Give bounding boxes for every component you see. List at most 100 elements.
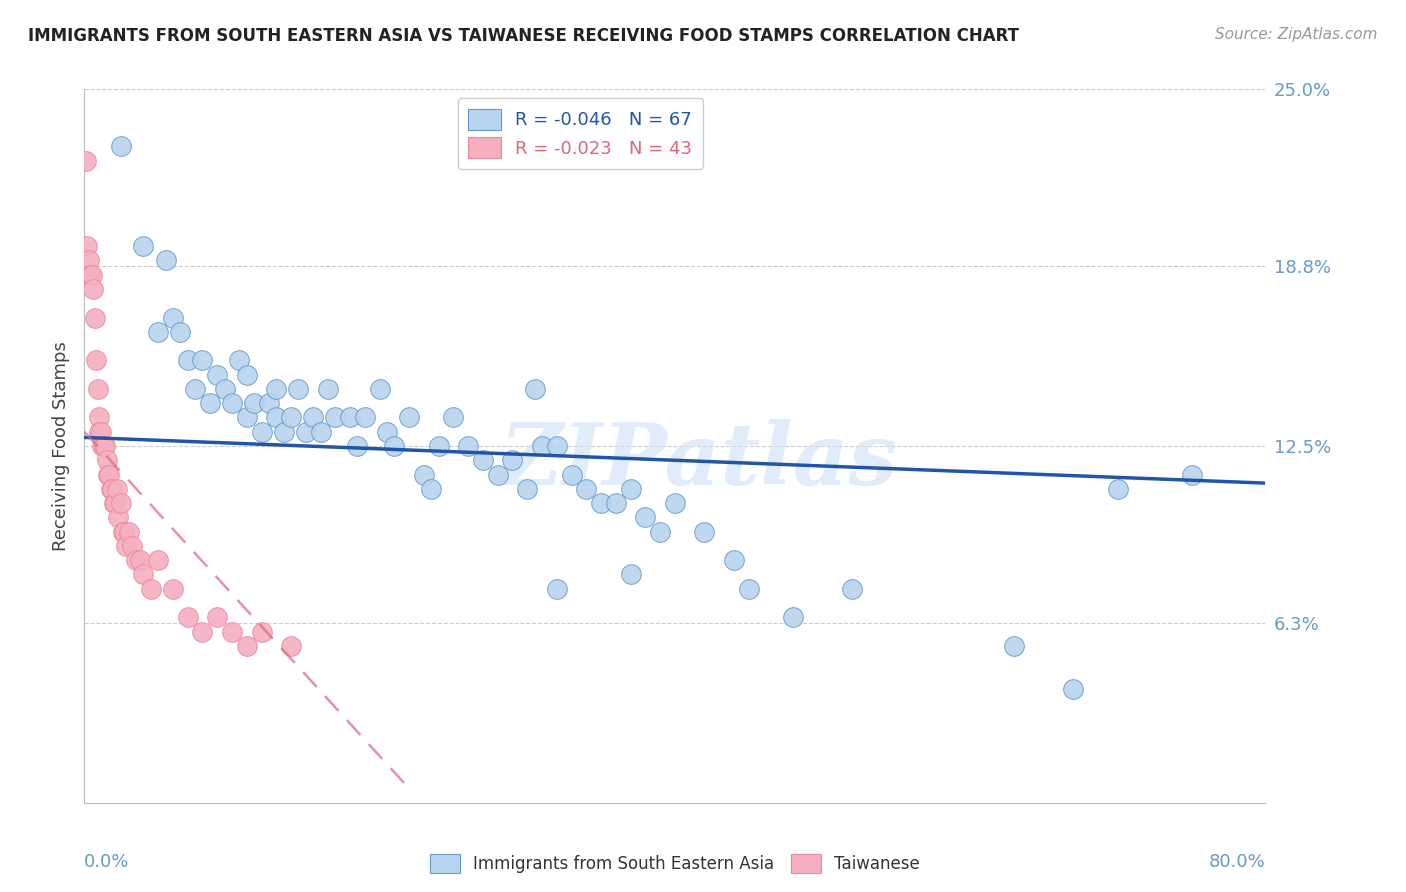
Point xyxy=(83,310,105,325)
Point xyxy=(280,410,302,425)
Point xyxy=(77,253,100,268)
Point xyxy=(101,482,124,496)
Point xyxy=(118,524,141,539)
Point xyxy=(472,453,495,467)
Point xyxy=(228,353,250,368)
Point xyxy=(605,496,627,510)
Point xyxy=(664,496,686,510)
Point xyxy=(382,439,406,453)
Point xyxy=(121,539,143,553)
Point xyxy=(280,639,302,653)
Point xyxy=(723,553,745,567)
Point xyxy=(87,425,111,439)
Point xyxy=(591,496,613,510)
Point xyxy=(250,624,273,639)
Point xyxy=(104,496,127,510)
Point xyxy=(110,496,132,510)
Point xyxy=(107,510,129,524)
Text: Source: ZipAtlas.com: Source: ZipAtlas.com xyxy=(1215,27,1378,42)
Point xyxy=(619,482,641,496)
Point xyxy=(110,139,132,153)
Point xyxy=(214,382,236,396)
Point xyxy=(841,582,863,596)
Point xyxy=(264,410,288,425)
Text: 80.0%: 80.0% xyxy=(1209,853,1265,871)
Point xyxy=(79,268,101,282)
Point xyxy=(205,368,228,382)
Point xyxy=(105,482,128,496)
Point xyxy=(98,467,121,482)
Point xyxy=(198,396,221,410)
Point xyxy=(398,410,420,425)
Point xyxy=(169,325,191,339)
Point xyxy=(191,624,214,639)
Point xyxy=(1004,639,1026,653)
Point xyxy=(148,553,170,567)
Point xyxy=(177,353,200,368)
Point xyxy=(560,467,583,482)
Point xyxy=(80,268,103,282)
Point xyxy=(531,439,554,453)
Point xyxy=(516,482,538,496)
Point xyxy=(427,439,450,453)
Point xyxy=(97,467,120,482)
Point xyxy=(100,482,122,496)
Point xyxy=(1180,467,1202,482)
Point xyxy=(546,439,568,453)
Point xyxy=(738,582,761,596)
Point xyxy=(86,382,108,396)
Point xyxy=(112,524,135,539)
Point xyxy=(221,396,243,410)
Point xyxy=(413,467,436,482)
Point xyxy=(139,582,162,596)
Point xyxy=(457,439,479,453)
Point xyxy=(693,524,716,539)
Point xyxy=(264,382,288,396)
Point xyxy=(235,639,259,653)
Legend: Immigrants from South Eastern Asia, Taiwanese: Immigrants from South Eastern Asia, Taiw… xyxy=(423,847,927,880)
Point xyxy=(82,282,104,296)
Point xyxy=(84,353,107,368)
Point xyxy=(94,439,117,453)
Point xyxy=(191,353,214,368)
Point xyxy=(132,567,155,582)
Point xyxy=(295,425,318,439)
Point xyxy=(575,482,598,496)
Point xyxy=(91,439,114,453)
Point xyxy=(546,582,568,596)
Text: ZIPatlas: ZIPatlas xyxy=(499,418,897,502)
Point xyxy=(501,453,523,467)
Point xyxy=(243,396,266,410)
Point xyxy=(96,453,118,467)
Point xyxy=(782,610,804,624)
Point xyxy=(346,439,368,453)
Point xyxy=(619,567,641,582)
Point xyxy=(162,310,184,325)
Point xyxy=(205,610,228,624)
Point xyxy=(339,410,361,425)
Point xyxy=(221,624,243,639)
Point xyxy=(375,425,398,439)
Point xyxy=(125,553,148,567)
Point xyxy=(257,396,280,410)
Point xyxy=(250,425,273,439)
Point xyxy=(287,382,309,396)
Point xyxy=(155,253,177,268)
Point xyxy=(76,239,98,253)
Point xyxy=(368,382,391,396)
Point xyxy=(129,553,152,567)
Point xyxy=(75,153,97,168)
Point xyxy=(523,382,546,396)
Point xyxy=(1107,482,1129,496)
Point xyxy=(235,368,259,382)
Point xyxy=(111,524,134,539)
Point xyxy=(273,425,295,439)
Point xyxy=(316,382,339,396)
Point xyxy=(235,410,259,425)
Point xyxy=(420,482,443,496)
Point xyxy=(1063,681,1085,696)
Point xyxy=(103,496,125,510)
Point xyxy=(323,410,347,425)
Point xyxy=(114,539,136,553)
Y-axis label: Receiving Food Stamps: Receiving Food Stamps xyxy=(52,341,70,551)
